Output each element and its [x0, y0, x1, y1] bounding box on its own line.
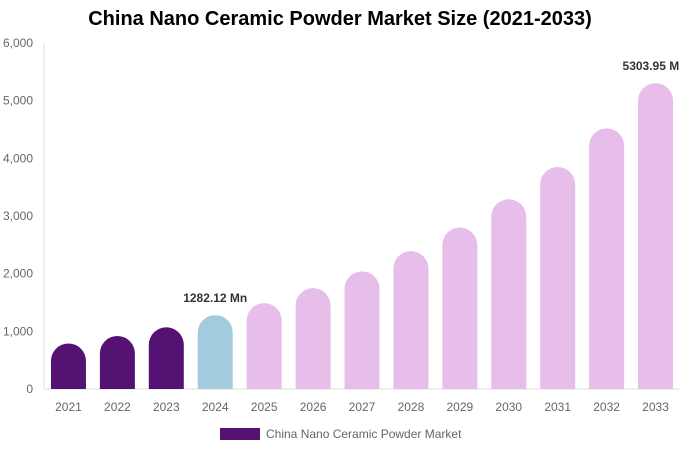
x-tick-label: 2024 — [202, 400, 229, 414]
x-tick-label: 2026 — [300, 400, 327, 414]
legend-swatch — [220, 428, 260, 440]
x-tick-label: 2028 — [398, 400, 425, 414]
bar-2027 — [344, 271, 380, 389]
bar-2023 — [148, 327, 184, 389]
data-label-2033: 5303.95 Mn — [623, 59, 680, 73]
bar-2033 — [638, 83, 674, 389]
x-tick-label: 2029 — [446, 400, 473, 414]
bar-2021 — [50, 343, 86, 389]
x-tick-label: 2021 — [55, 400, 82, 414]
y-tick-label: 5,000 — [3, 94, 33, 108]
x-tick-label: 2023 — [153, 400, 180, 414]
y-tick-label: 1,000 — [3, 324, 33, 338]
x-tick-label: 2032 — [593, 400, 620, 414]
x-tick-label: 2033 — [642, 400, 669, 414]
y-tick-label: 6,000 — [3, 36, 33, 50]
bar-2031 — [540, 166, 576, 389]
bar-2028 — [393, 251, 429, 389]
bar-2022 — [99, 335, 135, 389]
data-label-2024: 1282.12 Mn — [183, 291, 247, 305]
y-tick-label: 0 — [26, 382, 33, 396]
bar-2024 — [197, 315, 233, 389]
x-tick-label: 2025 — [251, 400, 278, 414]
legend-label: China Nano Ceramic Powder Market — [266, 427, 462, 441]
x-tick-label: 2030 — [495, 400, 522, 414]
bar-2029 — [442, 227, 478, 389]
chart-title: China Nano Ceramic Powder Market Size (2… — [88, 8, 592, 30]
bar-2030 — [491, 199, 527, 389]
x-tick-label: 2027 — [349, 400, 376, 414]
bar-2032 — [589, 128, 625, 389]
legend[interactable]: China Nano Ceramic Powder Market — [220, 426, 461, 442]
x-tick-label: 2031 — [544, 400, 571, 414]
y-tick-label: 2,000 — [3, 267, 33, 281]
y-tick-label: 3,000 — [3, 209, 33, 223]
y-tick-label: 4,000 — [3, 151, 33, 165]
bar-2025 — [246, 303, 282, 389]
bar-2026 — [295, 288, 331, 389]
x-tick-label: 2022 — [104, 400, 131, 414]
